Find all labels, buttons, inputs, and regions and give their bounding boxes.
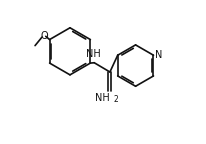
Text: 2: 2 [113, 95, 118, 104]
Text: NH: NH [95, 93, 109, 103]
Text: NH: NH [86, 49, 100, 59]
Text: N: N [154, 50, 162, 60]
Text: O: O [40, 31, 47, 41]
